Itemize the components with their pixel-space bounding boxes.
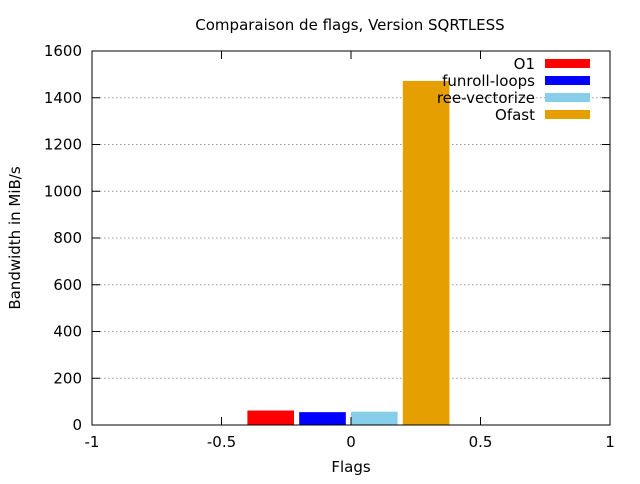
y-tick-label: 400 bbox=[53, 323, 82, 341]
y-tick-label: 0 bbox=[72, 416, 82, 434]
y-tick-label: 800 bbox=[53, 229, 82, 247]
x-tick-label: 0.5 bbox=[469, 433, 493, 451]
y-axis-label: Bandwidth in MiB/s bbox=[6, 166, 24, 310]
x-tick-label: 1 bbox=[605, 433, 615, 451]
legend-label: ree-vectorize bbox=[437, 89, 535, 107]
grid-lines bbox=[92, 97, 610, 379]
legend-swatch bbox=[545, 76, 590, 85]
chart-title: Comparaison de flags, Version SQRTLESS bbox=[195, 16, 504, 34]
y-tick-label: 600 bbox=[53, 276, 82, 294]
x-tick-label: -1 bbox=[85, 433, 100, 451]
x-tick-label: -0.5 bbox=[207, 433, 236, 451]
y-tick-label: 1200 bbox=[44, 136, 82, 154]
x-axis-label: Flags bbox=[331, 458, 371, 476]
y-tick-label: 200 bbox=[53, 369, 82, 387]
bar bbox=[299, 412, 346, 425]
y-tick-label: 1400 bbox=[44, 89, 82, 107]
y-tick-label: 1000 bbox=[44, 182, 82, 200]
bar bbox=[351, 411, 398, 425]
legend-label: O1 bbox=[514, 55, 535, 73]
bars bbox=[247, 80, 450, 426]
legend-label: Ofast bbox=[495, 106, 535, 124]
bar bbox=[402, 80, 450, 426]
bar bbox=[247, 410, 295, 425]
y-tick-label: 1600 bbox=[44, 42, 82, 60]
ticks: 0 200 400 600 800 1000 1200 1400 1600 -1 -0.5 0 0.5 1 bbox=[44, 42, 615, 451]
x-tick-label: 0 bbox=[346, 433, 356, 451]
legend-label: funroll-loops bbox=[442, 72, 535, 90]
legend-swatch bbox=[545, 93, 590, 102]
legend-swatch bbox=[545, 59, 590, 68]
legend-swatch bbox=[545, 110, 590, 119]
